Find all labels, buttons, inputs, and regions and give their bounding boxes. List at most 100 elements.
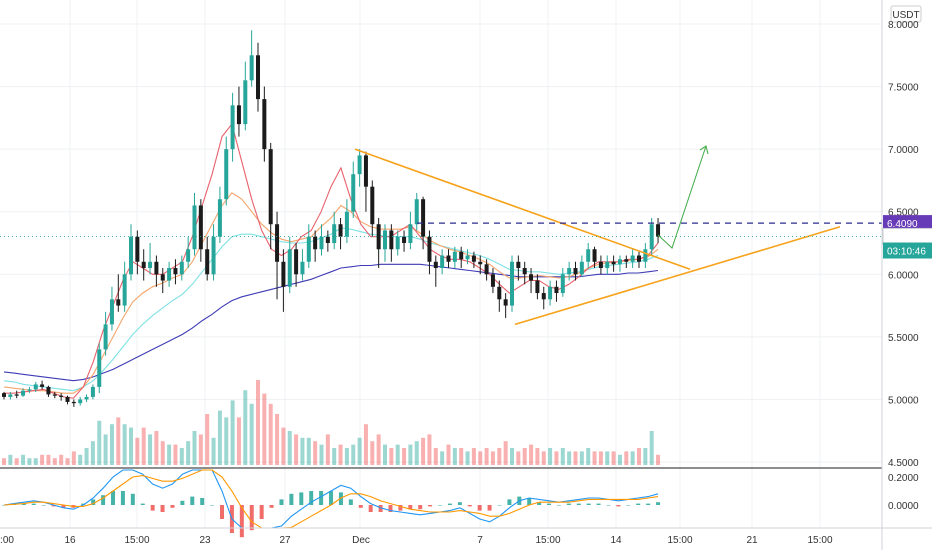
volume-bar — [294, 434, 299, 465]
candle-body — [605, 261, 610, 269]
macd-hist-bar — [457, 502, 462, 505]
candle-body — [510, 261, 514, 306]
candle-body — [129, 236, 133, 275]
candle-body — [148, 261, 153, 269]
macd-hist-bar — [150, 505, 155, 511]
candle-body — [389, 230, 394, 250]
volume-bar — [27, 458, 32, 465]
volume-bar — [135, 437, 140, 465]
x-tick-label: 15:00 — [667, 535, 692, 546]
macd-hist-bar — [566, 503, 571, 505]
macd-hist-bar — [596, 503, 601, 505]
x-tick-label: 14 — [610, 535, 622, 546]
volume-bar — [46, 454, 51, 465]
macd-hist-bar — [656, 502, 661, 505]
candle-body — [383, 230, 387, 250]
volume-bar — [243, 390, 248, 465]
candle-body — [167, 268, 172, 281]
volume-bar — [103, 434, 108, 465]
candle-body — [395, 236, 400, 250]
macd-hist-bar — [289, 493, 294, 505]
macd-hist-bar — [527, 498, 532, 505]
candle-body — [300, 261, 305, 275]
candle-body — [376, 224, 381, 250]
volume-bar — [33, 458, 38, 465]
volume-bar — [471, 448, 476, 465]
candle-body — [27, 389, 32, 391]
volume-bar — [217, 410, 222, 465]
candle-body — [649, 224, 654, 250]
macd-hist-bar — [101, 495, 106, 505]
candle-body — [243, 80, 248, 125]
macd-hist-bar — [418, 505, 423, 510]
candle-body — [465, 255, 470, 260]
volume-bar — [148, 434, 153, 465]
volume-bar — [40, 454, 45, 465]
volume-bar — [230, 400, 235, 465]
candle-body — [256, 55, 260, 100]
volume-bar — [249, 403, 254, 465]
volume-bar — [236, 417, 241, 465]
x-tick-label: 15:00 — [124, 535, 149, 546]
volume-bar — [97, 420, 102, 465]
macd-hist-bar — [586, 503, 591, 505]
candle-body — [344, 211, 349, 237]
volume-bar — [446, 444, 451, 465]
candle-body — [548, 286, 553, 300]
macd-hist-bar — [447, 503, 452, 505]
volume-bar — [503, 441, 508, 465]
volume-bar — [637, 448, 641, 465]
price-tag-label: 03:10:46 — [887, 247, 926, 258]
price-axis-bg — [882, 0, 932, 550]
macd-hist-bar — [556, 505, 561, 506]
volume-bar — [605, 451, 610, 465]
macd-hist-bar — [120, 491, 125, 505]
x-tick-label: :00 — [0, 535, 14, 546]
volume-bars — [2, 380, 661, 465]
macd-hist-bar — [190, 496, 195, 505]
volume-bar — [408, 444, 413, 465]
volume-bar — [256, 380, 260, 465]
macd-tick-label: 0.0000 — [888, 501, 919, 512]
macd-pane — [0, 467, 882, 538]
volume-bar — [224, 417, 229, 465]
macd-hist-bar — [140, 503, 145, 505]
candle-body — [535, 280, 540, 294]
candle-body — [624, 259, 629, 262]
candle-body — [497, 286, 502, 300]
macd-hist-bar — [111, 491, 116, 505]
candle-body — [217, 199, 222, 237]
volume-bar — [59, 454, 64, 465]
volume-bar — [592, 451, 597, 465]
volume-bar — [84, 448, 89, 465]
volume-bar — [541, 451, 546, 465]
candle-body — [446, 255, 451, 262]
candle-body — [294, 249, 299, 275]
y-tick-label: 7.5000 — [888, 83, 919, 94]
price-tag-label: 6.4090 — [887, 219, 918, 230]
volume-bar — [363, 424, 368, 465]
macd-hist-bar — [358, 505, 363, 508]
macd-hist-bar — [91, 499, 96, 505]
candle-body — [97, 349, 102, 387]
macd-hist-bar — [368, 505, 373, 512]
candle-body — [332, 224, 337, 243]
candle-body — [541, 293, 546, 300]
x-tick-label: 21 — [746, 535, 758, 546]
volume-bar — [90, 441, 95, 465]
price-tag-bg — [883, 242, 932, 259]
volume-bar — [630, 451, 635, 465]
volume-bar — [656, 454, 661, 465]
volume-bar — [357, 437, 362, 465]
candle-body — [338, 224, 343, 237]
candle-body — [402, 236, 407, 243]
macd-hist-bar — [259, 505, 264, 519]
currency-label: USDT — [892, 10, 919, 21]
candle-body — [516, 261, 521, 269]
candle-body — [630, 255, 635, 262]
volume-bar — [281, 427, 286, 465]
candle-body — [122, 274, 127, 306]
candles — [2, 30, 661, 407]
macd-hist-bar — [507, 499, 512, 505]
